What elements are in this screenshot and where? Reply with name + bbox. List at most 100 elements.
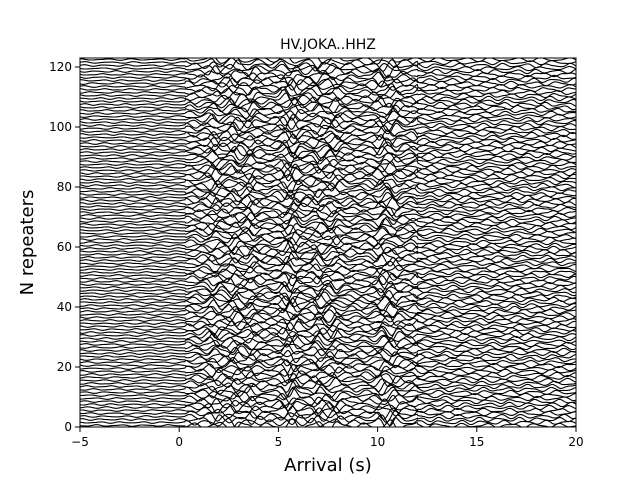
- waveform-trace: [80, 152, 576, 165]
- waveform-trace: [80, 245, 576, 257]
- waveform-trace: [80, 336, 576, 350]
- waveform-trace: [80, 163, 576, 178]
- waveform-trace: [80, 143, 576, 158]
- waveform-trace: [80, 189, 576, 204]
- waveform-trace: [80, 92, 576, 106]
- waveform-trace: [80, 65, 576, 78]
- waveform-trace: [80, 113, 576, 126]
- waveform-trace: [80, 417, 576, 427]
- waveform-trace: [80, 404, 576, 418]
- waveform-trace: [80, 129, 576, 141]
- waveform-trace: [80, 386, 576, 400]
- waveform-trace: [80, 78, 576, 93]
- waveform-trace: [80, 179, 576, 194]
- y-tick-label: 100: [49, 120, 72, 134]
- waveform-trace: [80, 131, 576, 145]
- plot-frame: [79, 57, 577, 428]
- y-tick-label: 0: [64, 420, 72, 434]
- waveform-trace: [80, 405, 576, 420]
- waveform-trace: [80, 117, 576, 132]
- waveform-trace: [80, 341, 576, 354]
- waveform-trace: [80, 322, 576, 336]
- waveform-trace: [80, 394, 576, 409]
- waveform-trace: [80, 417, 576, 427]
- waveform-trace: [80, 329, 576, 343]
- waveform-trace: [80, 253, 576, 267]
- waveform-trace: [80, 95, 576, 108]
- waveform-trace: [80, 97, 576, 109]
- waveform-trace: [80, 280, 576, 294]
- waveform-trace: [80, 332, 576, 345]
- waveform-trace: [80, 200, 576, 213]
- waveform-trace: [80, 230, 576, 242]
- waveform-trace: [80, 176, 576, 189]
- waveform-trace: [80, 59, 576, 72]
- waveform-trace: [80, 305, 576, 318]
- x-tick-label: 5: [275, 435, 283, 449]
- waveform-trace: [80, 185, 576, 200]
- waveform-trace: [80, 268, 576, 281]
- y-axis-label: N repeaters: [17, 190, 38, 296]
- x-tick-label: 20: [568, 435, 583, 449]
- waveform-trace: [80, 233, 576, 246]
- waveform-trace: [80, 249, 576, 261]
- waveform-trace: [80, 188, 576, 201]
- waveform-trace: [80, 285, 576, 297]
- x-tick-label: 15: [469, 435, 484, 449]
- x-tick-label: 10: [370, 435, 385, 449]
- waveform-trace: [80, 209, 576, 222]
- waveform-trace: [80, 363, 576, 378]
- chart-title: HV.JOKA..HHZ: [280, 37, 376, 53]
- waveform-trace: [80, 346, 576, 360]
- waveform-trace: [80, 58, 576, 65]
- waveform-trace: [80, 154, 576, 170]
- y-tick-label: 20: [57, 360, 72, 374]
- waveform-trace: [80, 145, 576, 160]
- waveform-trace: [80, 202, 576, 217]
- waveform-trace: [80, 326, 576, 339]
- waveform-trace: [80, 293, 576, 307]
- waveform-trace: [80, 236, 576, 248]
- y-axis-ticks: 0 20 40 60 80 100 120: [49, 60, 80, 434]
- waveform-trace: [80, 359, 576, 373]
- waveform-trace: [80, 311, 576, 324]
- waveform-trace: [80, 149, 576, 162]
- waveform-trace: [80, 69, 576, 81]
- waveform-trace: [80, 287, 576, 301]
- y-tick-label: 40: [57, 300, 72, 314]
- waveform-trace: [80, 110, 576, 124]
- waveform-trace: [80, 377, 576, 389]
- waveform-trace: [80, 250, 576, 264]
- waveform-trace: [80, 215, 576, 228]
- waveform-trace: [80, 300, 576, 316]
- y-tick-label: 120: [49, 60, 72, 74]
- x-tick-label: 0: [175, 435, 183, 449]
- x-axis-label: Arrival (s): [284, 455, 372, 476]
- waveform-trace: [80, 124, 576, 139]
- waveform-trace: [80, 272, 576, 287]
- waveform-trace: [80, 261, 576, 275]
- waveform-trace: [80, 317, 576, 331]
- waveform-trace: [80, 133, 576, 147]
- waveform-trace: [80, 206, 576, 219]
- waveform-trace: [80, 103, 576, 117]
- y-tick-label: 60: [57, 240, 72, 254]
- waveform-trace: [80, 295, 576, 309]
- waveform-trace: [80, 379, 576, 393]
- waveform-trace: [80, 167, 576, 182]
- waveform-trace: [80, 74, 576, 87]
- waveform-trace: [80, 158, 576, 171]
- waveform-trace: [80, 335, 576, 348]
- waveform-trace: [80, 77, 576, 91]
- waveform-trace: [80, 216, 576, 231]
- waveform-trace: [80, 194, 576, 207]
- waveform-trace: [80, 313, 576, 327]
- waveform-trace: [80, 58, 576, 69]
- waveform-trace: [80, 107, 576, 121]
- y-tick-label: 80: [57, 180, 72, 194]
- waveform-trace: [80, 71, 576, 86]
- waveform-trace: [80, 277, 576, 293]
- waveform-trace: [80, 169, 576, 183]
- waveform-trace: [80, 240, 576, 255]
